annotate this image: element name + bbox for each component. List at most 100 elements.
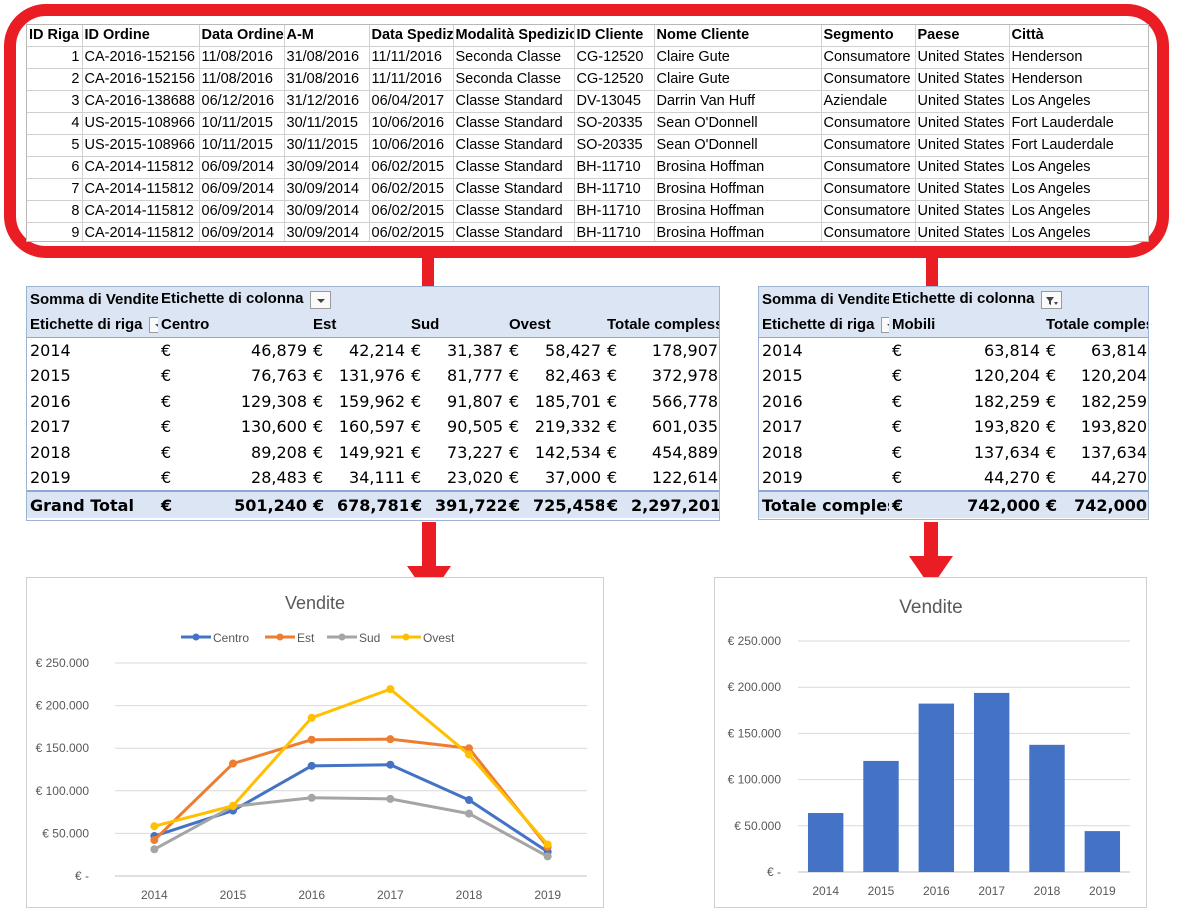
table-cell[interactable]: Classe Standard [453, 90, 575, 113]
pivot-value[interactable]: 120,204 [1080, 366, 1147, 386]
table-cell[interactable]: Seconda Classe [453, 68, 575, 91]
pivot-value[interactable]: 149,921 [338, 443, 405, 463]
pivot-value[interactable]: 193,820 [973, 417, 1040, 437]
table-cell[interactable]: BH-11710 [574, 200, 655, 223]
pivot-value[interactable]: 91,807 [447, 391, 503, 411]
pivot-value[interactable]: 63,814 [1091, 340, 1147, 360]
currency-symbol[interactable]: € [506, 490, 530, 519]
row-label[interactable]: 2018 [30, 443, 71, 463]
table-cell[interactable]: 06/09/2014 [199, 200, 285, 223]
table-cell[interactable]: Henderson [1009, 68, 1148, 91]
currency-symbol[interactable]: € [889, 490, 913, 519]
table-cell[interactable]: 6 [27, 156, 83, 179]
currency-symbol[interactable]: € [411, 443, 422, 463]
column-header[interactable]: Data Spedizione [369, 25, 454, 47]
pivot-value[interactable]: 81,777 [447, 366, 503, 386]
pivot-value[interactable]: 120,204 [973, 366, 1040, 386]
pivot-value[interactable]: 160,597 [338, 417, 405, 437]
total-value[interactable]: 725,458 [530, 490, 604, 519]
pivot-value[interactable]: 182,259 [1080, 391, 1147, 411]
table-cell[interactable]: 31/08/2016 [284, 68, 370, 91]
table-cell[interactable]: CA-2014-115812 [82, 156, 200, 179]
table-cell[interactable]: Consumatore [821, 200, 916, 223]
table-cell[interactable]: Los Angeles [1009, 90, 1148, 113]
pivot-value[interactable]: 44,270 [984, 468, 1040, 488]
currency-symbol[interactable]: € [607, 417, 618, 437]
column-header-est[interactable]: Est [310, 312, 408, 338]
column-header[interactable]: Paese [915, 25, 1010, 47]
table-cell[interactable]: BH-11710 [574, 178, 655, 201]
currency-symbol[interactable]: € [158, 490, 182, 519]
currency-symbol[interactable]: € [313, 391, 324, 411]
pivot-value[interactable]: 122,614 [651, 468, 719, 488]
currency-symbol[interactable]: € [1046, 468, 1057, 488]
table-cell[interactable]: Brosina Hoffman [654, 156, 822, 179]
table-cell[interactable]: United States [915, 112, 1010, 135]
total-value[interactable]: 2,297,201 [628, 490, 719, 519]
column-header[interactable]: Modalità Spedizione [453, 25, 575, 47]
table-cell[interactable]: Consumatore [821, 222, 916, 241]
pivot-value[interactable]: 23,020 [447, 468, 503, 488]
table-cell[interactable]: Sean O'Donnell [654, 134, 822, 157]
row-label[interactable]: 2015 [762, 366, 803, 386]
total-value[interactable]: 391,722 [432, 490, 506, 519]
table-cell[interactable]: 7 [27, 178, 83, 201]
currency-symbol[interactable]: € [313, 366, 324, 386]
total-label[interactable]: Grand Total [27, 490, 158, 519]
table-cell[interactable]: 30/11/2015 [284, 134, 370, 157]
table-cell[interactable]: 06/02/2015 [369, 200, 454, 223]
currency-symbol[interactable]: € [1046, 391, 1057, 411]
table-cell[interactable]: SO-20335 [574, 112, 655, 135]
column-header-total[interactable]: Totale complessivo [1043, 312, 1148, 338]
currency-symbol[interactable]: € [607, 340, 618, 360]
column-header[interactable]: A-M [284, 25, 370, 47]
table-cell[interactable]: 06/04/2017 [369, 90, 454, 113]
pivot-value[interactable]: 566,778 [651, 391, 719, 411]
table-cell[interactable]: 10/06/2016 [369, 134, 454, 157]
table-cell[interactable]: Fort Lauderdale [1009, 134, 1148, 157]
total-value[interactable]: 501,240 [182, 490, 310, 519]
currency-symbol[interactable]: € [509, 340, 520, 360]
table-cell[interactable]: BH-11710 [574, 222, 655, 241]
pivot-value[interactable]: 89,208 [251, 443, 307, 463]
pivot-value[interactable]: 46,879 [251, 340, 307, 360]
table-cell[interactable]: 06/09/2014 [199, 178, 285, 201]
currency-symbol[interactable]: € [161, 468, 172, 488]
table-cell[interactable]: CA-2014-115812 [82, 200, 200, 223]
pivot-value[interactable]: 37,000 [545, 468, 601, 488]
currency-symbol[interactable]: € [161, 443, 172, 463]
currency-symbol[interactable]: € [892, 468, 903, 488]
table-cell[interactable]: Consumatore [821, 178, 916, 201]
pivot-value[interactable]: 129,308 [240, 391, 307, 411]
currency-symbol[interactable]: € [313, 468, 324, 488]
table-cell[interactable]: 11/08/2016 [199, 68, 285, 91]
pivot-value[interactable]: 31,387 [447, 340, 503, 360]
pivot-value[interactable]: 372,978 [651, 366, 719, 386]
currency-symbol[interactable]: € [161, 340, 172, 360]
currency-symbol[interactable]: € [509, 366, 520, 386]
column-header[interactable]: Data Ordine [199, 25, 285, 47]
table-cell[interactable]: United States [915, 46, 1010, 69]
table-cell[interactable]: Consumatore [821, 68, 916, 91]
currency-symbol[interactable]: € [604, 490, 628, 519]
column-header[interactable]: ID Ordine [82, 25, 200, 47]
table-cell[interactable]: 1 [27, 46, 83, 69]
table-cell[interactable]: Los Angeles [1009, 222, 1148, 241]
table-cell[interactable]: 10/11/2015 [199, 112, 285, 135]
currency-symbol[interactable]: € [607, 391, 618, 411]
total-value[interactable]: 742,000 [1067, 490, 1148, 519]
currency-symbol[interactable]: € [892, 391, 903, 411]
table-cell[interactable]: 2 [27, 68, 83, 91]
table-cell[interactable]: Classe Standard [453, 222, 575, 241]
pivot-value[interactable]: 219,332 [534, 417, 601, 437]
table-cell[interactable]: 9 [27, 222, 83, 241]
currency-symbol[interactable]: € [313, 340, 324, 360]
row-label[interactable]: 2014 [762, 340, 803, 360]
pivot-value[interactable]: 58,427 [545, 340, 601, 360]
currency-symbol[interactable]: € [411, 366, 422, 386]
currency-symbol[interactable]: € [161, 366, 172, 386]
currency-symbol[interactable]: € [509, 468, 520, 488]
table-cell[interactable]: Consumatore [821, 46, 916, 69]
column-header[interactable]: Nome Cliente [654, 25, 822, 47]
column-header[interactable]: ID Cliente [574, 25, 655, 47]
